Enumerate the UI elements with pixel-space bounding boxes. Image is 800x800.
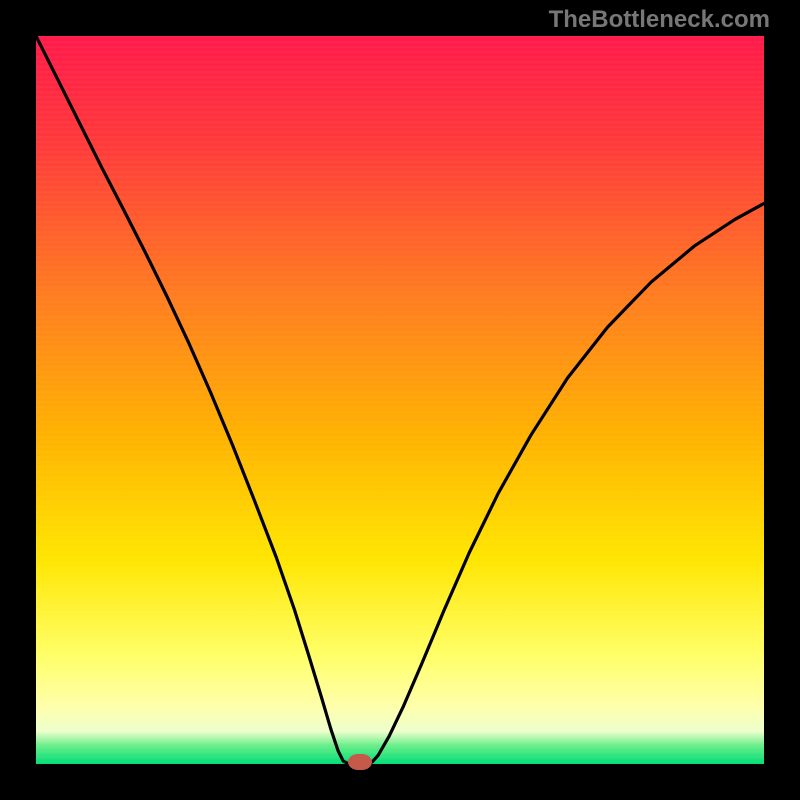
chart-root: { "canvas": { "width": 800, "height": 80… <box>0 0 800 800</box>
curve-layer <box>36 36 764 764</box>
watermark-text: TheBottleneck.com <box>549 6 770 34</box>
optimum-marker <box>348 754 372 770</box>
plot-area <box>36 36 764 764</box>
bottleneck-curve <box>36 36 764 764</box>
